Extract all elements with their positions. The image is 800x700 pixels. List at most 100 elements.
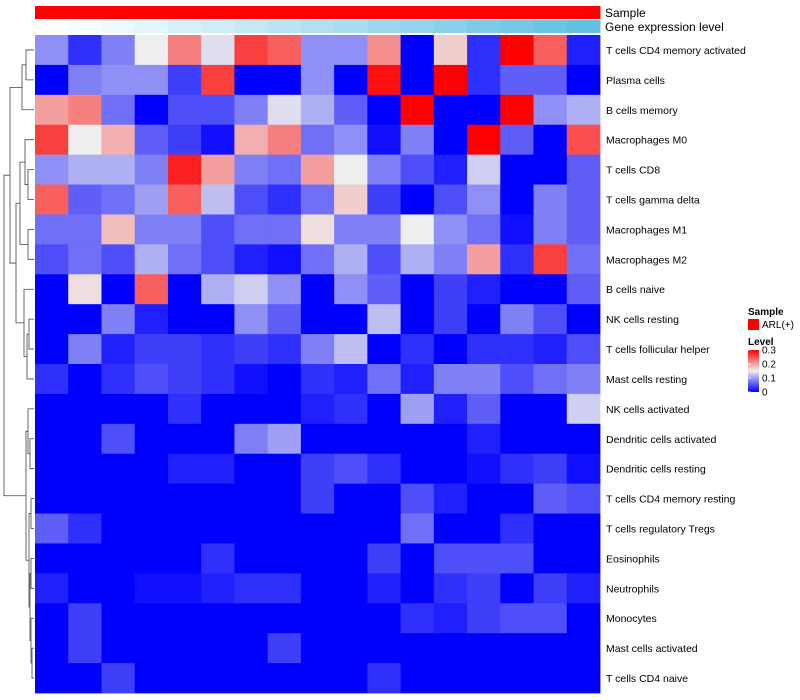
heatmap-cell	[533, 304, 568, 335]
heatmap-cell	[68, 35, 102, 66]
heatmap-cell	[267, 184, 302, 215]
heatmap-cell	[134, 244, 169, 275]
heatmap-cell	[134, 35, 169, 66]
heatmap-cell	[566, 513, 601, 544]
heatmap-cell	[35, 483, 69, 514]
heatmap-cell	[433, 453, 468, 485]
heatmap-cell	[467, 513, 501, 544]
heatmap-cell	[101, 543, 136, 574]
heatmap-cell	[234, 124, 269, 156]
sample-annotation-cell	[201, 6, 235, 19]
heatmap-cell	[167, 35, 202, 66]
heatmap-cell	[167, 483, 202, 514]
heatmap-cell	[35, 184, 69, 215]
heatmap-cell	[566, 274, 601, 305]
heatmap-cell	[234, 184, 269, 215]
heatmap-cell	[167, 244, 202, 275]
heatmap-cell	[566, 633, 601, 664]
dendrogram-branch	[27, 229, 34, 260]
gene-expression-annotation-cell	[500, 20, 535, 33]
sample-annotation-cell	[500, 6, 535, 19]
heatmap-cell	[68, 543, 102, 574]
heatmap-cell	[234, 364, 269, 395]
heatmap-cell	[68, 573, 102, 604]
heatmap-cell	[300, 274, 335, 305]
heatmap-cell	[300, 64, 335, 96]
heatmap-cell	[300, 364, 335, 395]
heatmap-cell	[101, 573, 136, 604]
heatmap-cell	[533, 214, 568, 245]
heatmap-cell	[300, 154, 335, 185]
heatmap-cell	[35, 124, 69, 156]
heatmap-cell	[134, 334, 169, 365]
heatmap-cell	[467, 423, 501, 455]
heatmap-cell	[167, 214, 202, 245]
heatmap-cell	[201, 603, 235, 634]
heatmap-cell	[234, 244, 269, 275]
heatmap-cell	[433, 573, 468, 604]
heatmap-cell	[201, 663, 235, 694]
heatmap-cell	[367, 94, 401, 126]
gene-expression-annotation-cell	[68, 20, 102, 33]
heatmap-cell	[433, 393, 468, 425]
heatmap-cell	[134, 573, 169, 604]
heatmap-cell	[533, 423, 568, 455]
row-label: T cells gamma delta	[606, 195, 700, 207]
heatmap-cell	[500, 513, 534, 544]
gene-expression-annotation-cell	[167, 20, 202, 33]
heatmap-cell	[134, 393, 169, 425]
sample-annotation-cell	[334, 6, 368, 19]
heatmap-cell	[234, 543, 269, 574]
heatmap-cell	[500, 663, 534, 694]
heatmap-cell	[467, 274, 501, 305]
heatmap-cell	[167, 334, 202, 365]
heatmap-cell	[400, 543, 435, 574]
heatmap-cell	[201, 483, 235, 514]
heatmap-cell	[566, 184, 601, 215]
heatmap-cell	[566, 364, 601, 395]
heatmap-cell	[101, 393, 136, 425]
legend-sample-swatch	[748, 319, 759, 330]
heatmap-cell	[400, 603, 435, 634]
dendrogram-branch	[25, 430, 29, 561]
sample-annotation-cell	[467, 6, 501, 19]
heatmap-cell	[300, 573, 335, 604]
heatmap-cell	[201, 94, 235, 126]
dendrogram-branch	[19, 161, 28, 245]
heatmap-cell	[433, 543, 468, 574]
legend-tick-label: 0	[762, 388, 768, 399]
heatmap-cell	[35, 663, 69, 694]
heatmap-cell	[101, 633, 136, 664]
heatmap-cell	[101, 364, 136, 395]
row-label: Neutrophils	[606, 583, 659, 595]
heatmap-cell	[68, 423, 102, 455]
heatmap-cell	[101, 124, 136, 156]
heatmap-cell	[433, 244, 468, 275]
heatmap-cell	[566, 334, 601, 365]
heatmap-cell	[533, 124, 568, 156]
heatmap-cell	[68, 214, 102, 245]
heatmap-cell	[201, 393, 235, 425]
column-annotations: Sample Gene expression level	[35, 6, 724, 34]
heatmap-cell	[500, 184, 534, 215]
heatmap-cell	[334, 364, 368, 395]
heatmap-cell	[134, 124, 169, 156]
row-label: Mast cells resting	[606, 374, 687, 386]
heatmap-cell	[367, 633, 401, 664]
sample-annotation-cell	[300, 6, 335, 19]
heatmap-cell	[134, 64, 169, 96]
heatmap-cell	[566, 244, 601, 275]
dendrogram-branch	[28, 318, 34, 350]
row-label: Macrophages M2	[606, 254, 687, 266]
heatmap-cell	[101, 274, 136, 305]
gene-expression-annotation-cell	[367, 20, 402, 33]
dendrogram-branch	[26, 333, 34, 380]
heatmap-cell	[101, 35, 136, 66]
heatmap-cell	[367, 244, 401, 275]
heatmap-cell	[267, 603, 302, 634]
heatmap-cell	[533, 274, 568, 305]
heatmap-cell	[566, 453, 601, 485]
legend: Sample ARL(+) Level 0.3 0.2 0.1 0	[748, 307, 794, 399]
heatmap-cell	[433, 633, 468, 664]
heatmap-cell	[533, 154, 568, 185]
